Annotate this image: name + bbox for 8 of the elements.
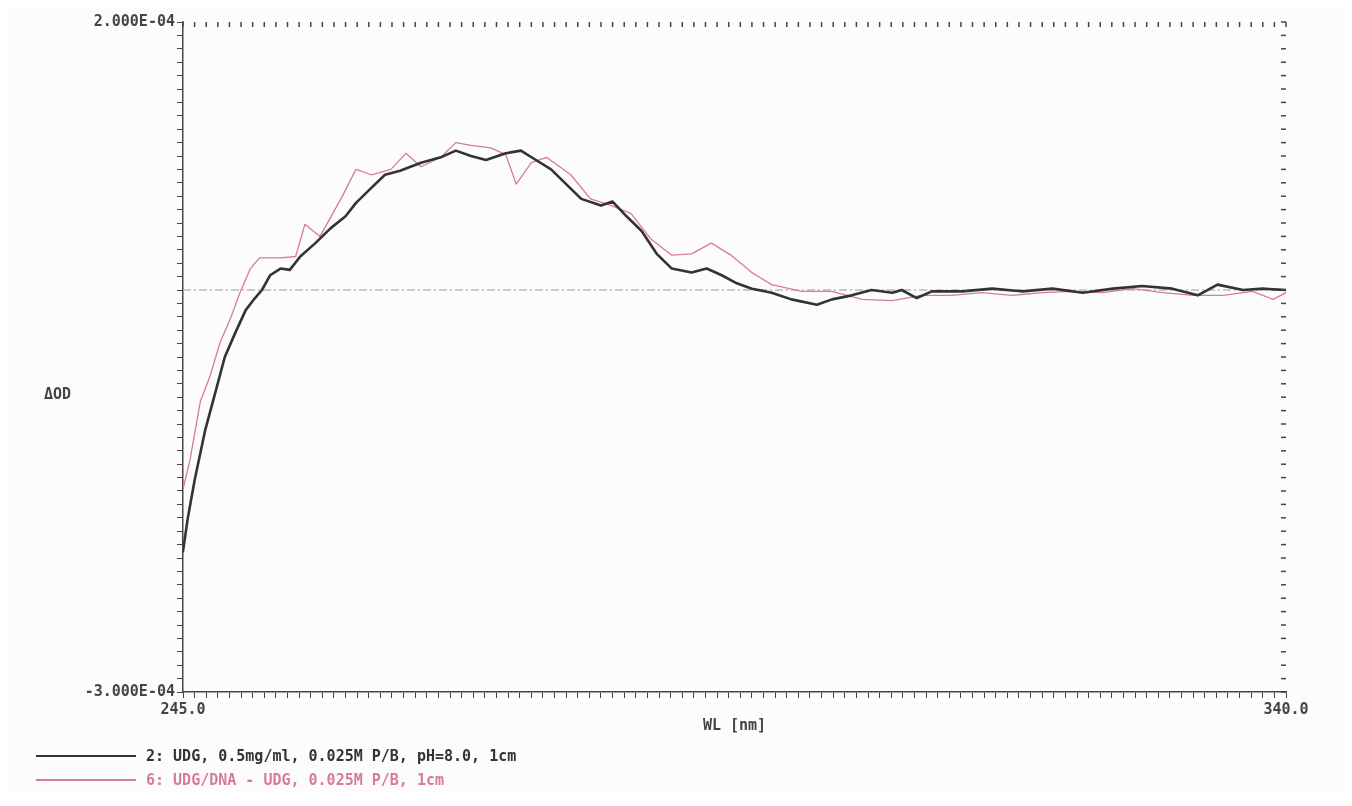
x-axis-title: WL [nm] xyxy=(702,715,767,734)
x-tick-label: 245.0 xyxy=(160,699,206,718)
y-tick-label: -3.000E-04 xyxy=(84,681,175,700)
text: 6: UDG/DNA - UDG, 0.025M P/B, 1cm xyxy=(146,771,445,789)
x-tick-label: 340.0 xyxy=(1263,699,1309,718)
y-axis-title: ΔOD xyxy=(44,384,72,403)
y-tick-label: 2.000E-04 xyxy=(93,11,175,30)
text: 2: UDG, 0.5mg/ml, 0.025M P/B, pH=8.0, 1cm xyxy=(146,747,517,765)
